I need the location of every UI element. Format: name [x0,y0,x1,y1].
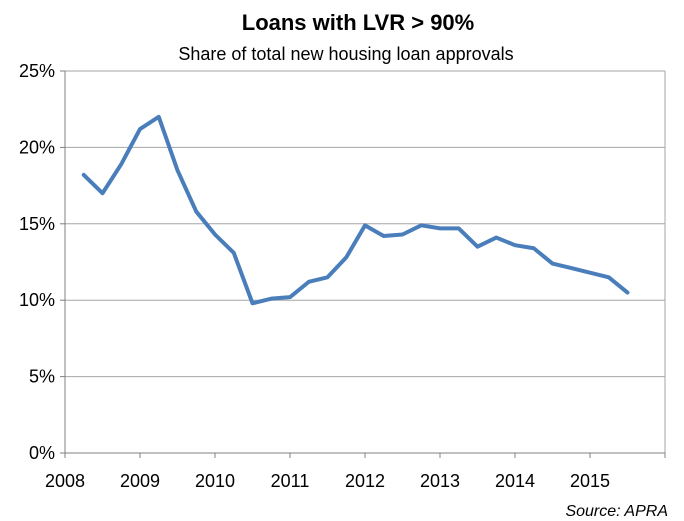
data-point-0-7 [213,232,217,236]
data-point-0-12 [307,280,311,284]
data-point-0-5 [176,168,180,172]
data-point-0-24 [532,246,536,250]
data-point-0-14 [344,255,348,259]
data-point-0-4 [157,115,161,119]
x-tick-label-7: 2015 [570,471,610,491]
data-point-0-10 [269,297,273,301]
x-tick-label-6: 2014 [495,471,535,491]
data-point-0-21 [476,245,480,249]
y-tick-label-4: 20% [19,137,55,157]
series-line-0 [81,114,630,306]
data-point-0-29 [626,291,630,295]
data-point-0-13 [326,275,330,279]
data-point-0-20 [457,226,461,230]
x-tick-label-1: 2009 [120,471,160,491]
data-point-0-6 [194,210,198,214]
data-point-0-0 [82,173,86,177]
axes [60,70,666,458]
data-point-0-11 [288,295,292,299]
data-point-0-17 [401,232,405,236]
data-point-0-27 [588,271,592,275]
x-tick-label-3: 2011 [271,471,310,491]
data-point-0-19 [438,226,442,230]
x-tick-labels: 2008 2009 2010 2011 2012 2013 2014 2015 [45,471,610,491]
y-tick-labels: 0% 5% 10% 15% 20% 25% [19,61,55,463]
data-point-0-8 [232,251,236,255]
data-point-0-15 [363,223,367,227]
series-layer [81,114,630,306]
data-point-0-2 [119,162,123,166]
gridlines [65,70,666,453]
data-point-0-18 [419,223,423,227]
data-point-0-23 [513,243,517,247]
x-tick-label-5: 2013 [420,471,460,491]
chart-title: Loans with LVR > 90% [242,10,474,35]
chart-subtitle: Share of total new housing loan approval… [178,44,513,64]
data-point-0-28 [607,275,611,279]
source-label: Source: APRA [565,503,668,520]
data-point-0-9 [251,301,255,305]
x-tick-label-4: 2012 [345,471,385,491]
data-point-0-22 [494,236,498,240]
data-point-0-26 [569,266,573,270]
x-tick-label-0: 2008 [45,471,85,491]
y-tick-label-2: 10% [19,290,55,310]
y-tick-label-5: 25% [19,61,55,81]
data-point-0-3 [138,127,142,131]
y-tick-label-0: 0% [29,443,55,463]
data-point-0-16 [382,234,386,238]
data-point-0-1 [101,191,105,195]
y-tick-label-1: 5% [29,367,55,387]
y-tick-label-3: 15% [19,214,55,234]
data-point-0-25 [551,262,555,266]
x-tick-label-2: 2010 [195,471,235,491]
